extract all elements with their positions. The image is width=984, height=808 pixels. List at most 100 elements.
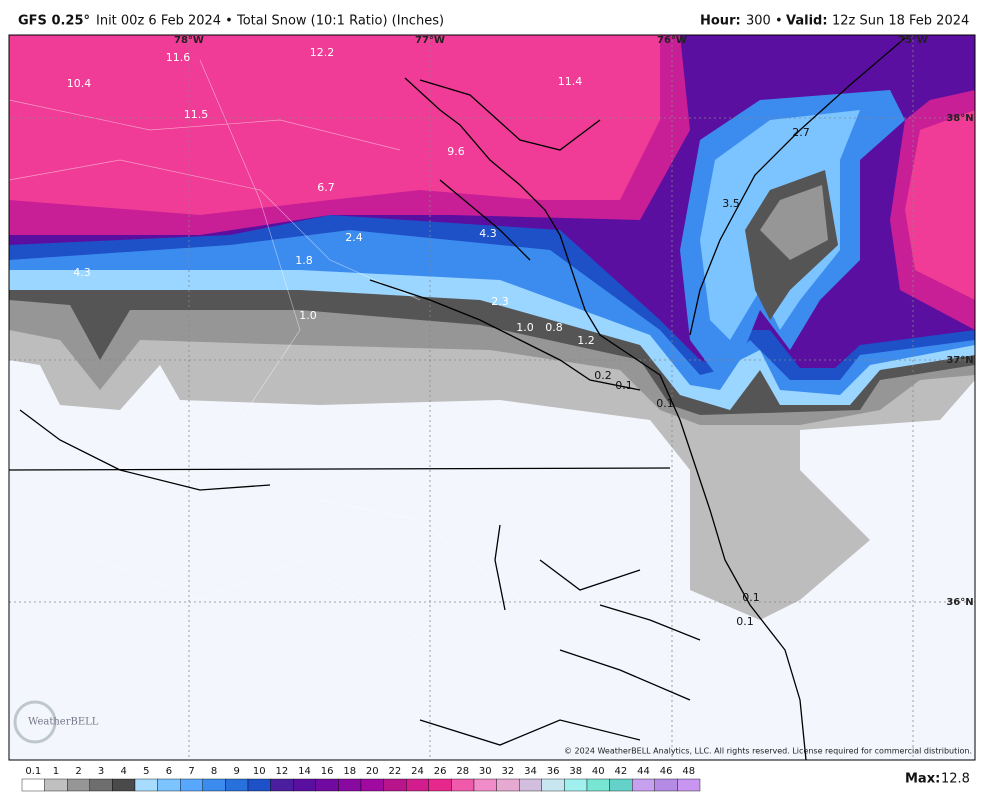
model: GFS 0.25°: [18, 14, 90, 29]
colorbar: 0.1 1 2 3 4 5 6 7 8 9 10 12 14 16 18 20 22 24 26 28 30 32 34 36…: [21, 766, 701, 792]
colorbar-tick-label: 40: [592, 766, 605, 777]
colorbar-swatch: [315, 778, 339, 792]
colorbar-tick-label: 0.1: [25, 766, 41, 777]
colorbar-tick-label: 7: [188, 766, 194, 777]
colorbar-swatch: [179, 778, 203, 792]
coastline: [404, 77, 807, 760]
max-value: 12.8: [941, 772, 970, 787]
snow-label: 11.6: [166, 51, 191, 64]
latitude-label: 38°N: [946, 113, 973, 124]
longitude-label: 76°W: [657, 35, 687, 46]
colorbar-tick-label: 30: [479, 766, 492, 777]
colorbar-tick-label: 18: [343, 766, 356, 777]
hour: 300: [746, 14, 771, 29]
colorbar-tick-label: 26: [434, 766, 447, 777]
snow-label: 0.1: [615, 379, 633, 392]
valid: 12z Sun 18 Feb 2024: [832, 14, 969, 29]
state-border: [9, 467, 671, 471]
max-label: Max:: [905, 772, 940, 787]
logo-swirl: [13, 700, 57, 744]
coastline: [689, 37, 906, 336]
colorbar-swatch: [89, 778, 113, 792]
colorbar-swatch: [338, 778, 362, 792]
snow-label: 0.1: [656, 397, 674, 410]
colorbar-tick-label: 8: [211, 766, 217, 777]
longitude-label: 75°W: [898, 35, 928, 46]
colorbar-swatch: [247, 778, 271, 792]
colorbar-swatch: [428, 778, 452, 792]
colorbar-tick-label: 12: [276, 766, 289, 777]
valid-label: Valid:: [786, 14, 828, 29]
snow-band: [9, 35, 660, 215]
snow-band: [760, 185, 828, 260]
snow-label: 0.1: [742, 591, 760, 604]
hour-label: Hour:: [700, 14, 741, 29]
colorbar-tick-label: 16: [321, 766, 334, 777]
separator: •: [775, 14, 783, 29]
description: Init 00z 6 Feb 2024 • Total Snow (10:1 R…: [96, 14, 444, 29]
colorbar-tick-label: 28: [456, 766, 469, 777]
snow-label: 10.4: [67, 77, 92, 90]
snow-label: 0.2: [594, 369, 612, 382]
map: 78°W 77°W 76°W 75°W 38°N 37°N 36°N 11.6 …: [8, 34, 976, 761]
snow-label: 1.8: [295, 254, 313, 267]
snow-label: 3.5: [722, 197, 740, 210]
latitude-label: 37°N: [946, 355, 973, 366]
colorbar-swatch: [66, 778, 90, 792]
snow-label: 4.3: [479, 227, 497, 240]
colorbar-swatch: [519, 778, 543, 792]
snow-label: 0.1: [736, 615, 754, 628]
colorbar-tick-label: 22: [389, 766, 402, 777]
colorbar-swatch: [586, 778, 610, 792]
colorbar-tick-label: 36: [547, 766, 560, 777]
colorbar-tick-label: 6: [166, 766, 172, 777]
colorbar-tick-label: 34: [524, 766, 537, 777]
snow-label: 2.7: [792, 126, 810, 139]
colorbar-swatch: [293, 778, 317, 792]
colorbar-swatch: [112, 778, 136, 792]
colorbar-tick-label: 42: [615, 766, 628, 777]
colorbar-swatch: [225, 778, 249, 792]
colorbar-swatch: [44, 778, 68, 792]
snow-label: 12.2: [310, 46, 335, 59]
colorbar-swatch: [496, 778, 520, 792]
colorbar-tick-label: 1: [53, 766, 59, 777]
colorbar-tick-label: 24: [411, 766, 424, 777]
colorbar-tick-label: 46: [660, 766, 673, 777]
colorbar-swatch: [406, 778, 430, 792]
snow-label: 11.5: [184, 108, 209, 121]
map-frame: [8, 34, 976, 761]
colorbar-tick-label: 4: [121, 766, 127, 777]
colorbar-tick-label: 20: [366, 766, 379, 777]
colorbar-tick-label: 44: [637, 766, 650, 777]
logo: WeatherBELL: [28, 717, 99, 728]
snow-label: 0.8: [545, 321, 563, 334]
colorbar-swatch: [383, 778, 407, 792]
colorbar-swatch: [270, 778, 294, 792]
colorbar-swatch: [21, 778, 45, 792]
colorbar-swatch: [564, 778, 588, 792]
snow-label: 11.4: [558, 75, 583, 88]
colorbar-tick-label: 9: [234, 766, 240, 777]
coastline: [369, 79, 641, 391]
colorbar-tick-label: 32: [502, 766, 515, 777]
colorbar-swatch: [609, 778, 633, 792]
copyright: © 2024 WeatherBELL Analytics, LLC. All r…: [564, 747, 972, 756]
latitude-label: 36°N: [946, 597, 973, 608]
colorbar-tick-label: 14: [298, 766, 311, 777]
colorbar-swatch: [473, 778, 497, 792]
colorbar-swatch: [134, 778, 158, 792]
snow-label: 4.3: [73, 266, 91, 279]
snow-label: 1.0: [299, 309, 317, 322]
snow-label: 9.6: [447, 145, 465, 158]
snow-label: 2.4: [345, 231, 363, 244]
snow-label: 1.2: [577, 334, 595, 347]
colorbar-swatch: [632, 778, 656, 792]
snow-label: 1.0: [516, 321, 534, 334]
snow-band: [905, 110, 975, 300]
colorbar-swatch: [677, 778, 701, 792]
colorbar-tick-label: 10: [253, 766, 266, 777]
colorbar-tick-label: 48: [682, 766, 695, 777]
county-lines: [9, 59, 521, 641]
